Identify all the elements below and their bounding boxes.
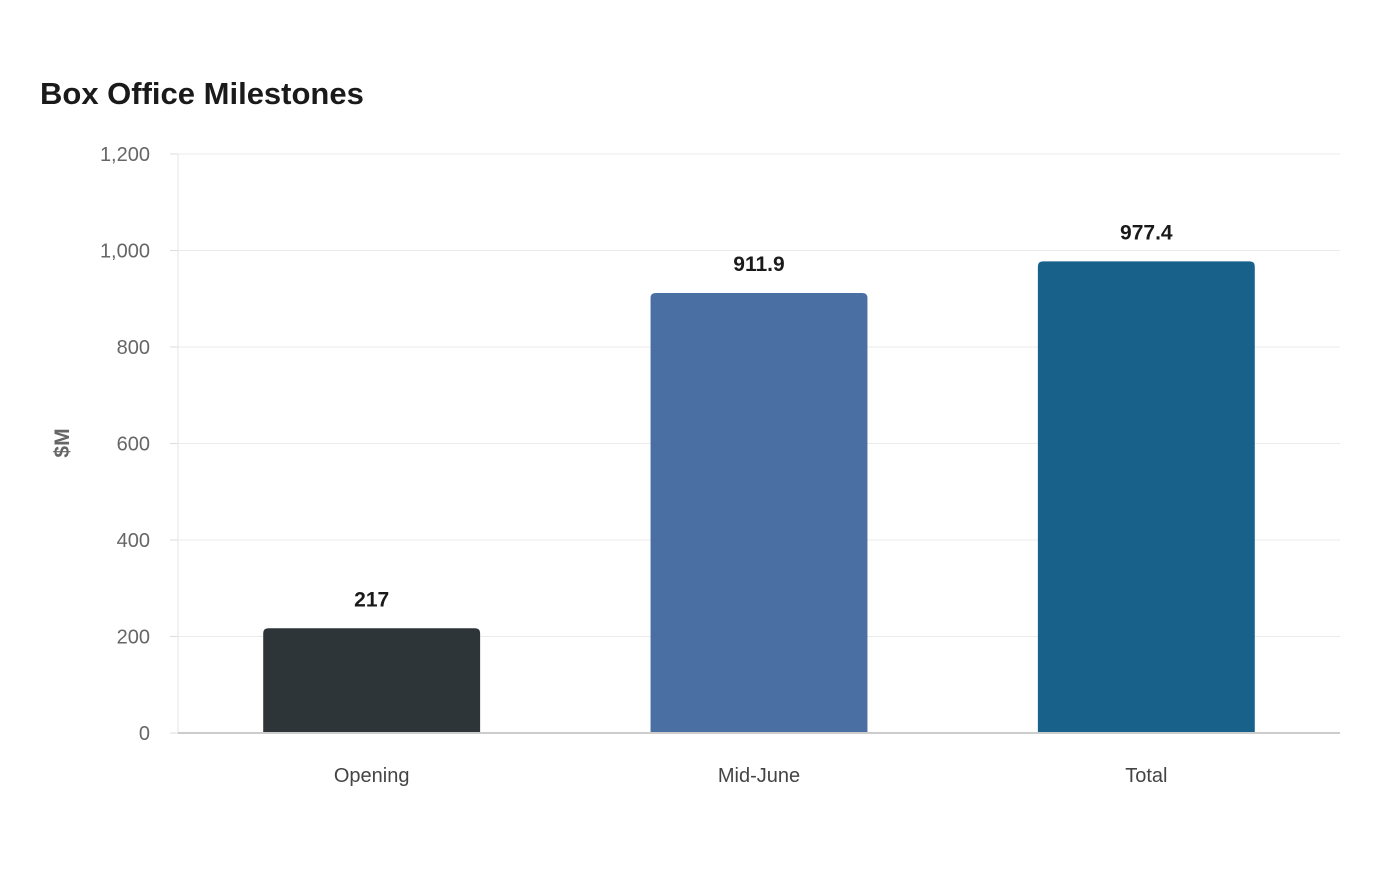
bars (263, 261, 1255, 733)
bar-opening (263, 628, 481, 733)
y-axis-label: $M (51, 428, 74, 457)
y-tick-label: 1,000 (100, 241, 150, 263)
data-labels: 217 911.9 977.4 (354, 221, 1173, 611)
y-tick-label: 200 (117, 627, 150, 649)
data-label: 217 (354, 588, 389, 611)
y-tick-label: 0 (139, 723, 150, 745)
y-axis-ticks: 0 200 400 600 800 1,000 1,200 (100, 144, 178, 745)
y-tick-label: 400 (117, 530, 150, 552)
bar-total (1037, 261, 1255, 733)
data-label: 911.9 (733, 253, 784, 276)
y-tick-label: 600 (117, 434, 150, 456)
x-category-label: Opening (334, 765, 410, 787)
y-tick-label: 1,200 (100, 144, 150, 166)
bar-mid-june (650, 293, 868, 733)
x-axis-categories: Opening Mid-June Total (334, 765, 1168, 787)
x-category-label: Total (1125, 765, 1167, 787)
x-category-label: Mid-June (718, 765, 800, 787)
chart-title: Box Office Milestones (40, 76, 364, 111)
data-label: 977.4 (1120, 221, 1173, 244)
y-tick-label: 800 (117, 337, 150, 359)
